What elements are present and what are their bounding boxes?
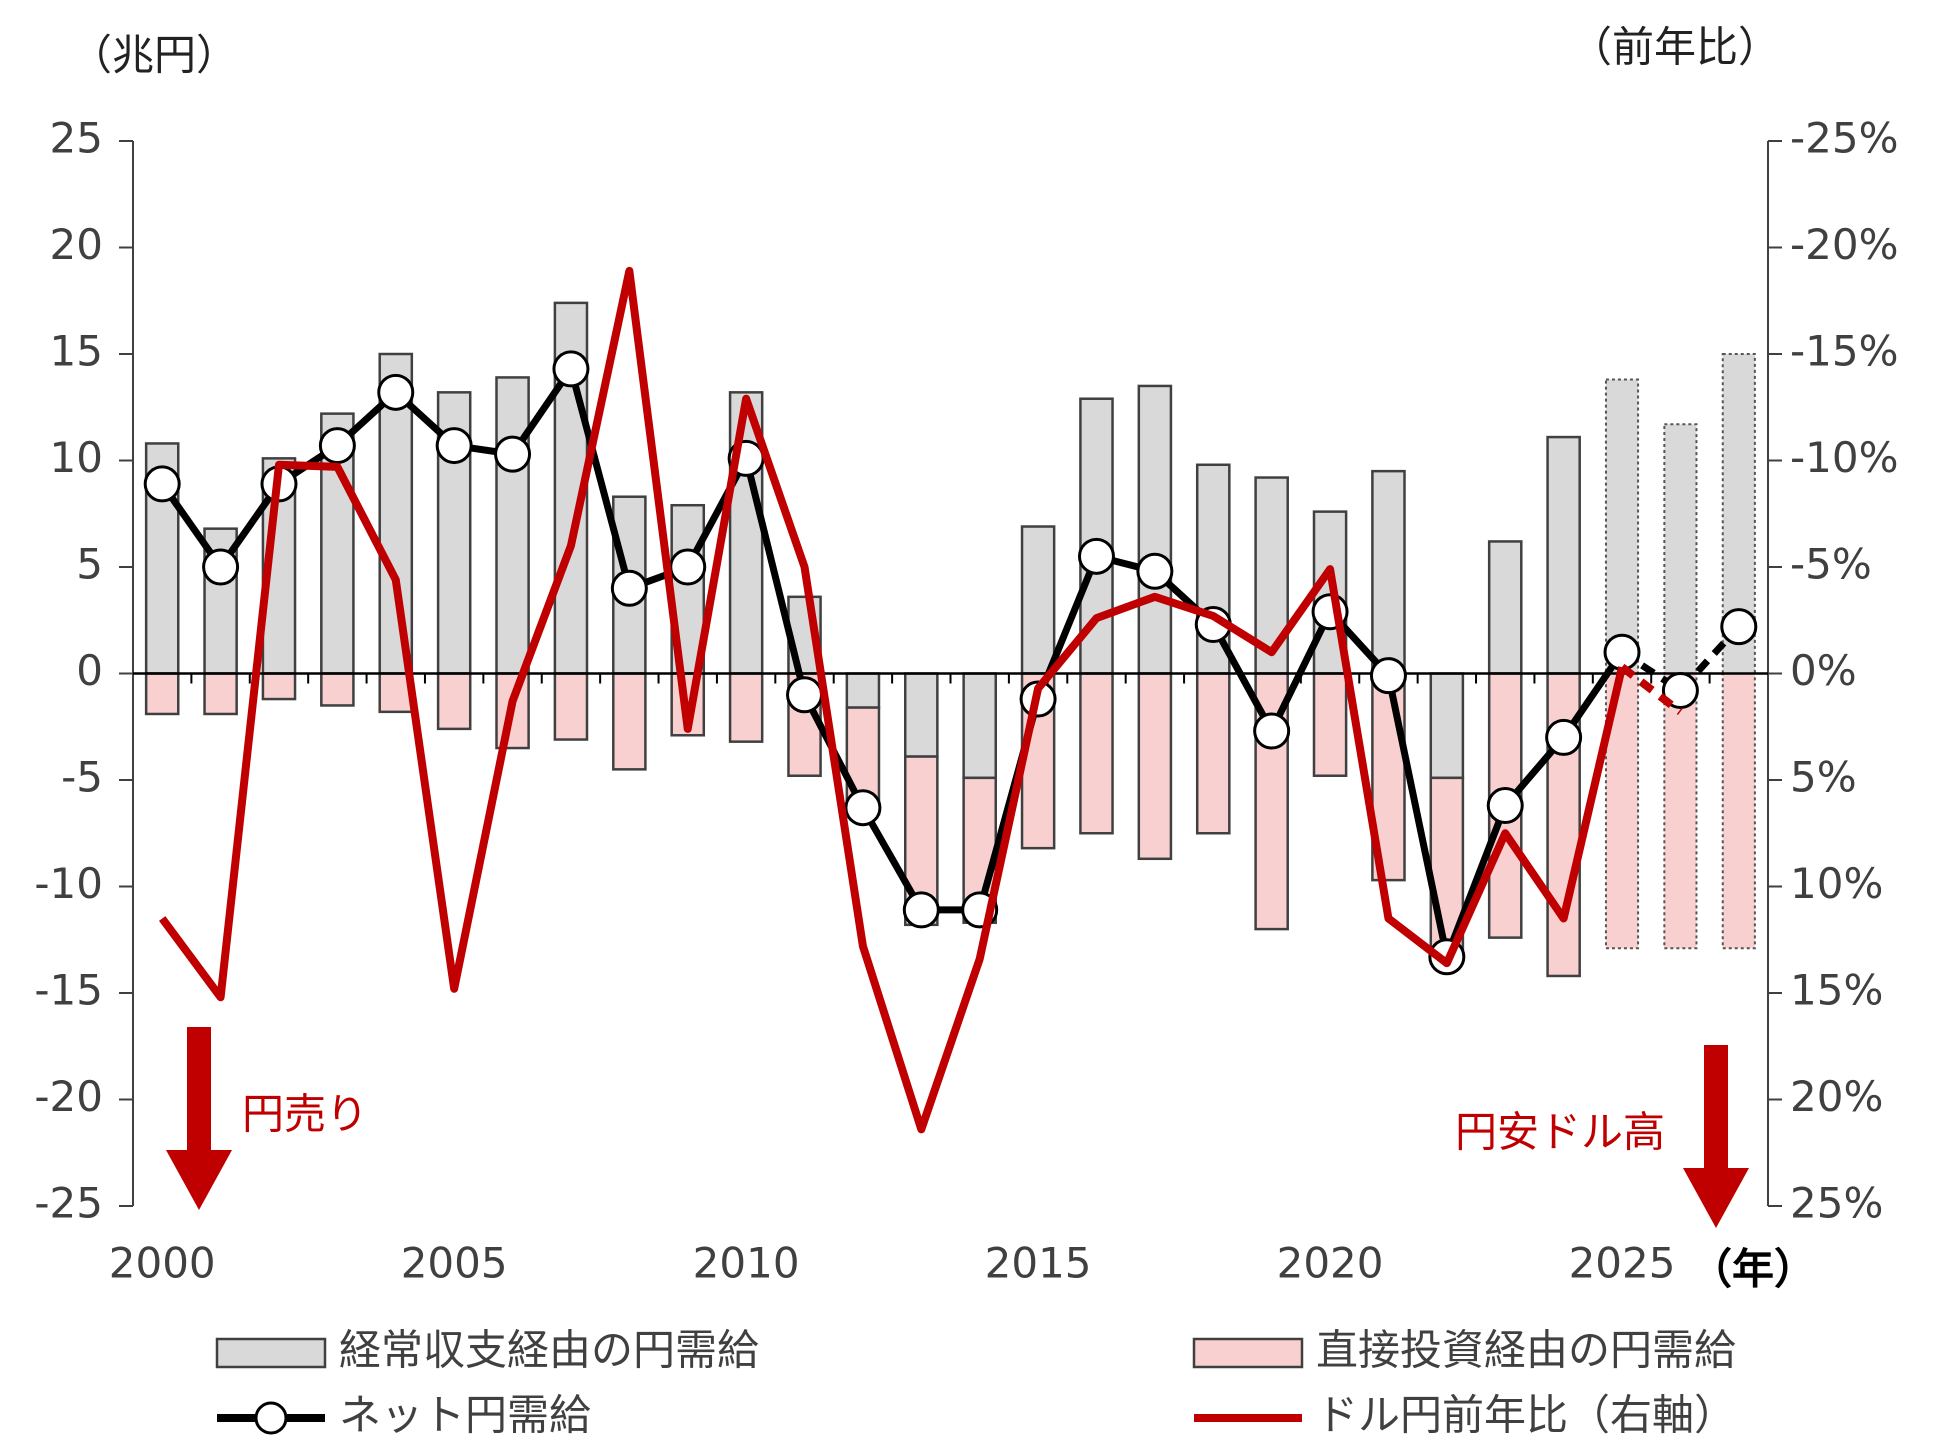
y-tick-label: -25 — [34, 1179, 103, 1228]
x-tick-label: 2010 — [693, 1239, 800, 1288]
bar — [320, 672, 355, 707]
marker — [610, 569, 648, 607]
bar — [612, 672, 647, 771]
bar — [144, 672, 180, 716]
x-axis-label: （年） — [1690, 1245, 1816, 1294]
y2-tick-label: 15% — [1790, 966, 1883, 1015]
arrow — [1683, 1045, 1749, 1228]
bar — [1721, 672, 1756, 950]
y-tick-label: 0 — [76, 646, 103, 695]
y2-tick-label: 25% — [1790, 1179, 1883, 1228]
x-tick-label: 2020 — [1277, 1239, 1384, 1288]
y2-tick-label: -15% — [1790, 327, 1899, 376]
marker — [377, 373, 415, 411]
marker — [1253, 712, 1291, 750]
bar — [845, 672, 881, 709]
marker — [1603, 633, 1641, 671]
y-tick-label: -5 — [61, 753, 103, 802]
y-tick-label: 25 — [50, 114, 103, 163]
bar — [1079, 672, 1114, 835]
y-tick-label: 15 — [50, 327, 103, 376]
legend-swatch — [1192, 1337, 1304, 1369]
bar — [1487, 540, 1523, 675]
y2-tick-label: 0% — [1790, 646, 1857, 695]
marker — [1077, 537, 1115, 575]
line — [158, 266, 1626, 1134]
legend-label: 経常収支経由の円需給 — [339, 1326, 759, 1375]
bar — [553, 672, 589, 741]
marker — [844, 789, 882, 827]
x-tick-label: 2005 — [401, 1239, 508, 1288]
marker — [1545, 718, 1583, 756]
marker — [1486, 787, 1524, 825]
bar — [1312, 672, 1348, 777]
marker — [1720, 608, 1758, 646]
legend-label: ネット円需給 — [339, 1391, 591, 1440]
marker — [1661, 672, 1699, 710]
marker — [318, 427, 356, 465]
bar — [261, 672, 297, 701]
y2-tick-label: -20% — [1790, 220, 1899, 269]
bar — [1604, 378, 1640, 675]
y2-axis-label: （前年比） — [1570, 23, 1780, 72]
legend-swatch — [254, 1401, 288, 1435]
bar — [1371, 469, 1406, 675]
marker — [786, 676, 824, 714]
bar — [728, 672, 764, 743]
bar — [495, 376, 530, 675]
annotation: 円売り — [242, 1090, 368, 1139]
x-tick-label: 2000 — [109, 1239, 216, 1288]
marker — [143, 465, 181, 503]
bar — [1546, 435, 1581, 675]
y2-tick-label: 10% — [1790, 859, 1883, 908]
line — [1619, 663, 1683, 716]
legend-label: 直接投資経由の円需給 — [1316, 1326, 1736, 1375]
y-tick-label: 5 — [76, 540, 103, 589]
bar — [903, 672, 939, 758]
bar — [1195, 672, 1231, 835]
x-tick-label: 2015 — [985, 1239, 1092, 1288]
y-tick-label: 10 — [50, 433, 103, 482]
marker — [902, 891, 940, 929]
net-line — [1620, 624, 1742, 695]
marker — [494, 435, 532, 473]
y-tick-label: -20 — [34, 1072, 103, 1121]
y-tick-label: -15 — [34, 966, 103, 1015]
bar — [1663, 423, 1698, 675]
y2-tick-label: 20% — [1790, 1072, 1883, 1121]
bar — [1020, 525, 1056, 675]
marker — [435, 427, 473, 465]
legend-swatch — [215, 1337, 327, 1369]
bar — [1663, 672, 1698, 950]
bar — [962, 672, 998, 780]
y-tick-label: 20 — [50, 220, 103, 269]
y2-tick-label: 5% — [1790, 753, 1857, 802]
annotation: 円安ドル高 — [1455, 1108, 1665, 1157]
bar — [1137, 384, 1173, 675]
y-tick-label: -10 — [34, 859, 103, 908]
legend-label: ドル円前年比（右軸） — [1316, 1391, 1736, 1440]
marker — [1136, 552, 1174, 590]
y-axis-label: （兆円） — [70, 31, 238, 80]
marker — [202, 548, 240, 586]
marker — [1369, 657, 1407, 695]
marker — [669, 548, 707, 586]
y2-tick-label: -10% — [1790, 433, 1899, 482]
y2-tick-label: -25% — [1790, 114, 1899, 163]
bar — [436, 672, 472, 731]
bar — [1429, 672, 1465, 780]
bar — [203, 672, 238, 716]
arrow — [166, 1027, 232, 1210]
marker — [552, 350, 590, 388]
x-tick-label: 2025 — [1569, 1239, 1676, 1288]
bar — [1137, 672, 1173, 861]
y2-tick-label: -5% — [1790, 540, 1872, 589]
